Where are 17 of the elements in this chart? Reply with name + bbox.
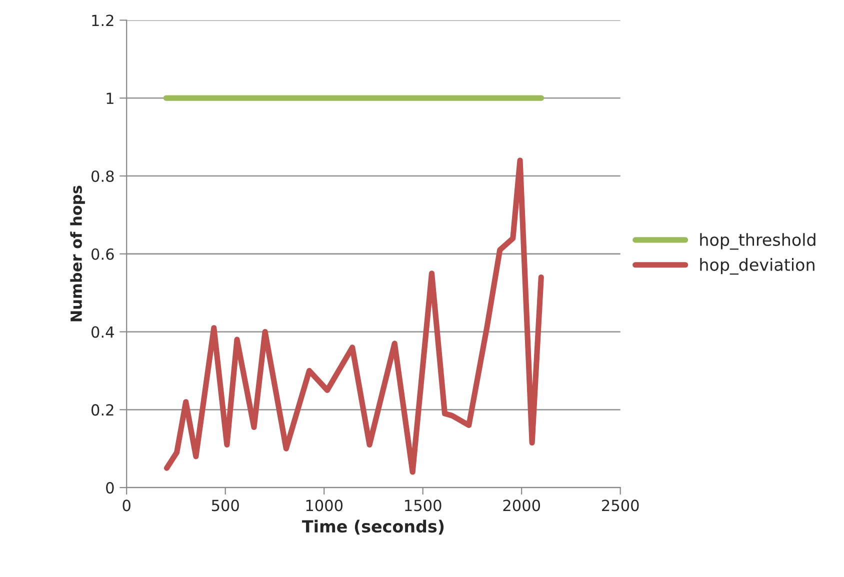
- y-tick-label: 1: [106, 92, 114, 104]
- legend-label: hop_deviation: [700, 258, 814, 275]
- y-tick-label: 1.2: [92, 14, 114, 26]
- x-tick-label: 2000: [503, 500, 540, 512]
- x-tick-label: 0: [122, 500, 130, 512]
- x-tick-label: 2500: [602, 500, 639, 512]
- y-tick-label: 0.4: [92, 326, 114, 338]
- y-tick-label: 0.6: [92, 248, 114, 260]
- y-axis-title: Number of hops: [70, 186, 85, 322]
- y-tick-label: 0: [106, 482, 114, 494]
- x-tick-label: 1500: [405, 500, 442, 512]
- legend-label: hop_threshold: [700, 233, 816, 250]
- y-tick-label: 0.8: [92, 170, 114, 182]
- y-tick-label: 0.2: [92, 404, 114, 416]
- x-tick-label: 500: [212, 500, 239, 512]
- x-axis-title: Time (seconds): [302, 520, 444, 535]
- x-tick-label: 1000: [306, 500, 343, 512]
